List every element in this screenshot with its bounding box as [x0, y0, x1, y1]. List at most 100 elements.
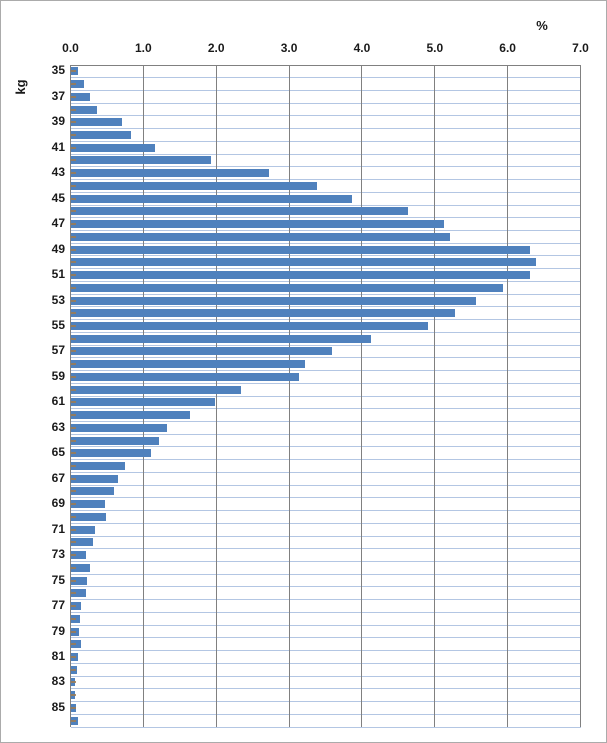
- category-tick: [70, 630, 76, 633]
- category-tick: [70, 439, 76, 442]
- category-tick: [70, 477, 76, 480]
- bar: [70, 436, 159, 445]
- y-tick-label: 55: [51, 317, 65, 332]
- bar: [70, 309, 456, 318]
- bar: [70, 283, 503, 292]
- horizontal-gridline: [70, 662, 581, 664]
- category-tick: [70, 172, 76, 175]
- category-tick: [70, 350, 76, 353]
- vertical-gridline: [507, 65, 509, 727]
- category-tick: [70, 70, 76, 73]
- category-tick: [70, 83, 76, 86]
- bar: [70, 143, 155, 152]
- category-tick: [70, 515, 76, 518]
- bar: [70, 194, 353, 203]
- y-tick-label: 61: [51, 394, 65, 409]
- bar: [70, 118, 123, 127]
- bar: [70, 92, 91, 101]
- vertical-gridline: [361, 65, 363, 727]
- horizontal-gridline: [70, 701, 581, 703]
- category-tick: [70, 324, 76, 327]
- bar: [70, 347, 333, 356]
- category-tick: [70, 184, 76, 187]
- bar: [70, 602, 81, 611]
- y-tick-label: 67: [51, 470, 65, 485]
- category-tick: [70, 248, 76, 251]
- bar: [70, 271, 530, 280]
- horizontal-gridline: [70, 242, 581, 244]
- horizontal-gridline: [70, 77, 581, 79]
- bar: [70, 589, 86, 598]
- horizontal-gridline: [70, 115, 581, 117]
- y-tick-label: 35: [51, 63, 65, 78]
- x-tick-label: 5.0: [426, 41, 444, 55]
- category-tick: [70, 95, 76, 98]
- bar: [70, 207, 408, 216]
- category-tick: [70, 108, 76, 111]
- vertical-gridline: [580, 65, 581, 727]
- horizontal-gridline: [70, 153, 581, 155]
- category-tick: [70, 286, 76, 289]
- y-tick-label: 37: [51, 88, 65, 103]
- y-tick-label: 79: [51, 623, 65, 638]
- horizontal-gridline: [70, 573, 581, 575]
- bar: [70, 80, 84, 89]
- category-tick: [70, 337, 76, 340]
- horizontal-gridline: [70, 433, 581, 435]
- category-tick: [70, 452, 76, 455]
- horizontal-gridline: [70, 255, 581, 257]
- bar: [70, 181, 317, 190]
- bar: [70, 296, 476, 305]
- vertical-gridline: [288, 65, 290, 727]
- bar: [70, 551, 86, 560]
- bar: [70, 487, 115, 496]
- horizontal-gridline: [70, 611, 581, 613]
- y-tick-label: 47: [51, 216, 65, 231]
- category-tick: [70, 579, 76, 582]
- category-tick: [70, 490, 76, 493]
- value-axis-line: [70, 64, 581, 66]
- horizontal-gridline: [70, 382, 581, 384]
- horizontal-gridline: [70, 599, 581, 601]
- bar: [70, 525, 95, 534]
- y-tick-label: 69: [51, 496, 65, 511]
- horizontal-gridline: [70, 395, 581, 397]
- horizontal-gridline: [70, 637, 581, 639]
- y-tick-label: 77: [51, 598, 65, 613]
- y-tick-label: 63: [51, 419, 65, 434]
- horizontal-gridline: [70, 128, 581, 130]
- y-tick-label: 75: [51, 572, 65, 587]
- category-tick: [70, 388, 76, 391]
- plot-area: [70, 64, 581, 728]
- horizontal-gridline: [70, 268, 581, 270]
- y-tick-label: 43: [51, 165, 65, 180]
- category-tick: [70, 134, 76, 137]
- bar: [70, 462, 126, 471]
- bar: [70, 563, 91, 572]
- x-tick-label: 2.0: [207, 41, 225, 55]
- y-tick-label: 49: [51, 241, 65, 256]
- category-tick: [70, 363, 76, 366]
- y-tick-label: 71: [51, 521, 65, 536]
- horizontal-gridline: [70, 191, 581, 193]
- category-tick: [70, 719, 76, 722]
- horizontal-gridline: [70, 522, 581, 524]
- x-axis-title: %: [536, 18, 548, 33]
- y-tick-label: 85: [51, 699, 65, 714]
- bar: [70, 640, 81, 649]
- y-tick-label: 39: [51, 114, 65, 129]
- x-tick-label: 1.0: [135, 41, 152, 55]
- horizontal-gridline: [70, 140, 581, 142]
- category-tick: [70, 426, 76, 429]
- bar: [70, 398, 216, 407]
- horizontal-gridline: [70, 89, 581, 91]
- horizontal-gridline: [70, 230, 581, 231]
- horizontal-gridline: [70, 344, 581, 346]
- category-tick: [70, 223, 76, 226]
- vertical-gridline: [434, 65, 436, 727]
- y-tick-label: 45: [51, 190, 65, 205]
- bar: [70, 360, 306, 369]
- vertical-gridline: [215, 65, 217, 727]
- horizontal-gridline: [70, 408, 581, 410]
- y-tick-label: 41: [51, 139, 65, 154]
